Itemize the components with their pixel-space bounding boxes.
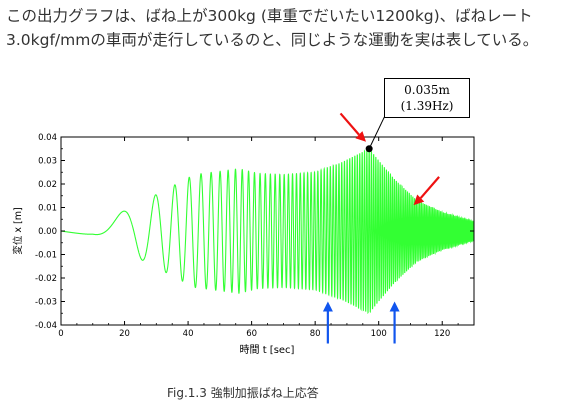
arrow-shaft-1 [339,112,360,136]
y-tick-label: -0.02 [35,274,57,284]
annotation-arrows [322,112,440,344]
x-tick-label: 60 [246,329,257,339]
x-axis-label: 時間 t [sec] [240,344,295,356]
peak-amplitude-label: 0.035m [404,83,450,97]
intro-line-1: この出力グラフは、ばね上が300kg (車重でだいたい1200kg)、ばねレート [6,7,533,25]
y-tick-label: 0.04 [38,133,57,143]
x-tick-label: 120 [434,329,450,339]
axis-ticks [60,136,475,326]
x-tick-label: 100 [371,329,387,339]
x-tick-label: 80 [310,329,321,339]
x-tick-label: 20 [119,329,130,339]
y-tick-label: -0.04 [35,321,57,331]
peak-annotation-box: 0.035m (1.39Hz) [384,78,470,118]
arrow-head-2 [413,194,425,206]
y-tick-label: -0.01 [35,251,57,261]
peak-marker [365,145,373,153]
wave-layer [61,147,474,315]
arrow-shaft-2 [419,176,440,199]
y-tick-label: -0.03 [35,298,57,308]
response-line [61,147,474,315]
peak-frequency-label: (1.39Hz) [400,99,454,113]
figure-caption: Fig.1.3 強制加振ばね上応答 [167,386,319,400]
axis-tick-labels: 0 20 40 60 80 100 120 0.04 0.03 0.02 0.01 0.00 -0.01… [35,133,450,339]
intro-text: この出力グラフは、ばね上が300kg (車重でだいたい1200kg)、ばねレート… [6,4,571,52]
y-tick-label: 0.00 [38,227,57,237]
y-tick-label: 0.01 [38,204,57,214]
arrow-head-4 [389,301,400,312]
x-tick-label: 40 [183,329,194,339]
arrow-head-1 [355,131,366,142]
arrow-head-3 [322,301,333,312]
y-axis-label: 変位 x [m] [12,207,24,254]
x-tick-label: 0 [58,329,63,339]
y-tick-label: 0.03 [38,157,57,167]
y-tick-label: 0.02 [38,180,57,190]
intro-line-2: 3.0kgf/mmの車両が走行しているのと、同じような運動を実は表している。 [6,31,539,49]
